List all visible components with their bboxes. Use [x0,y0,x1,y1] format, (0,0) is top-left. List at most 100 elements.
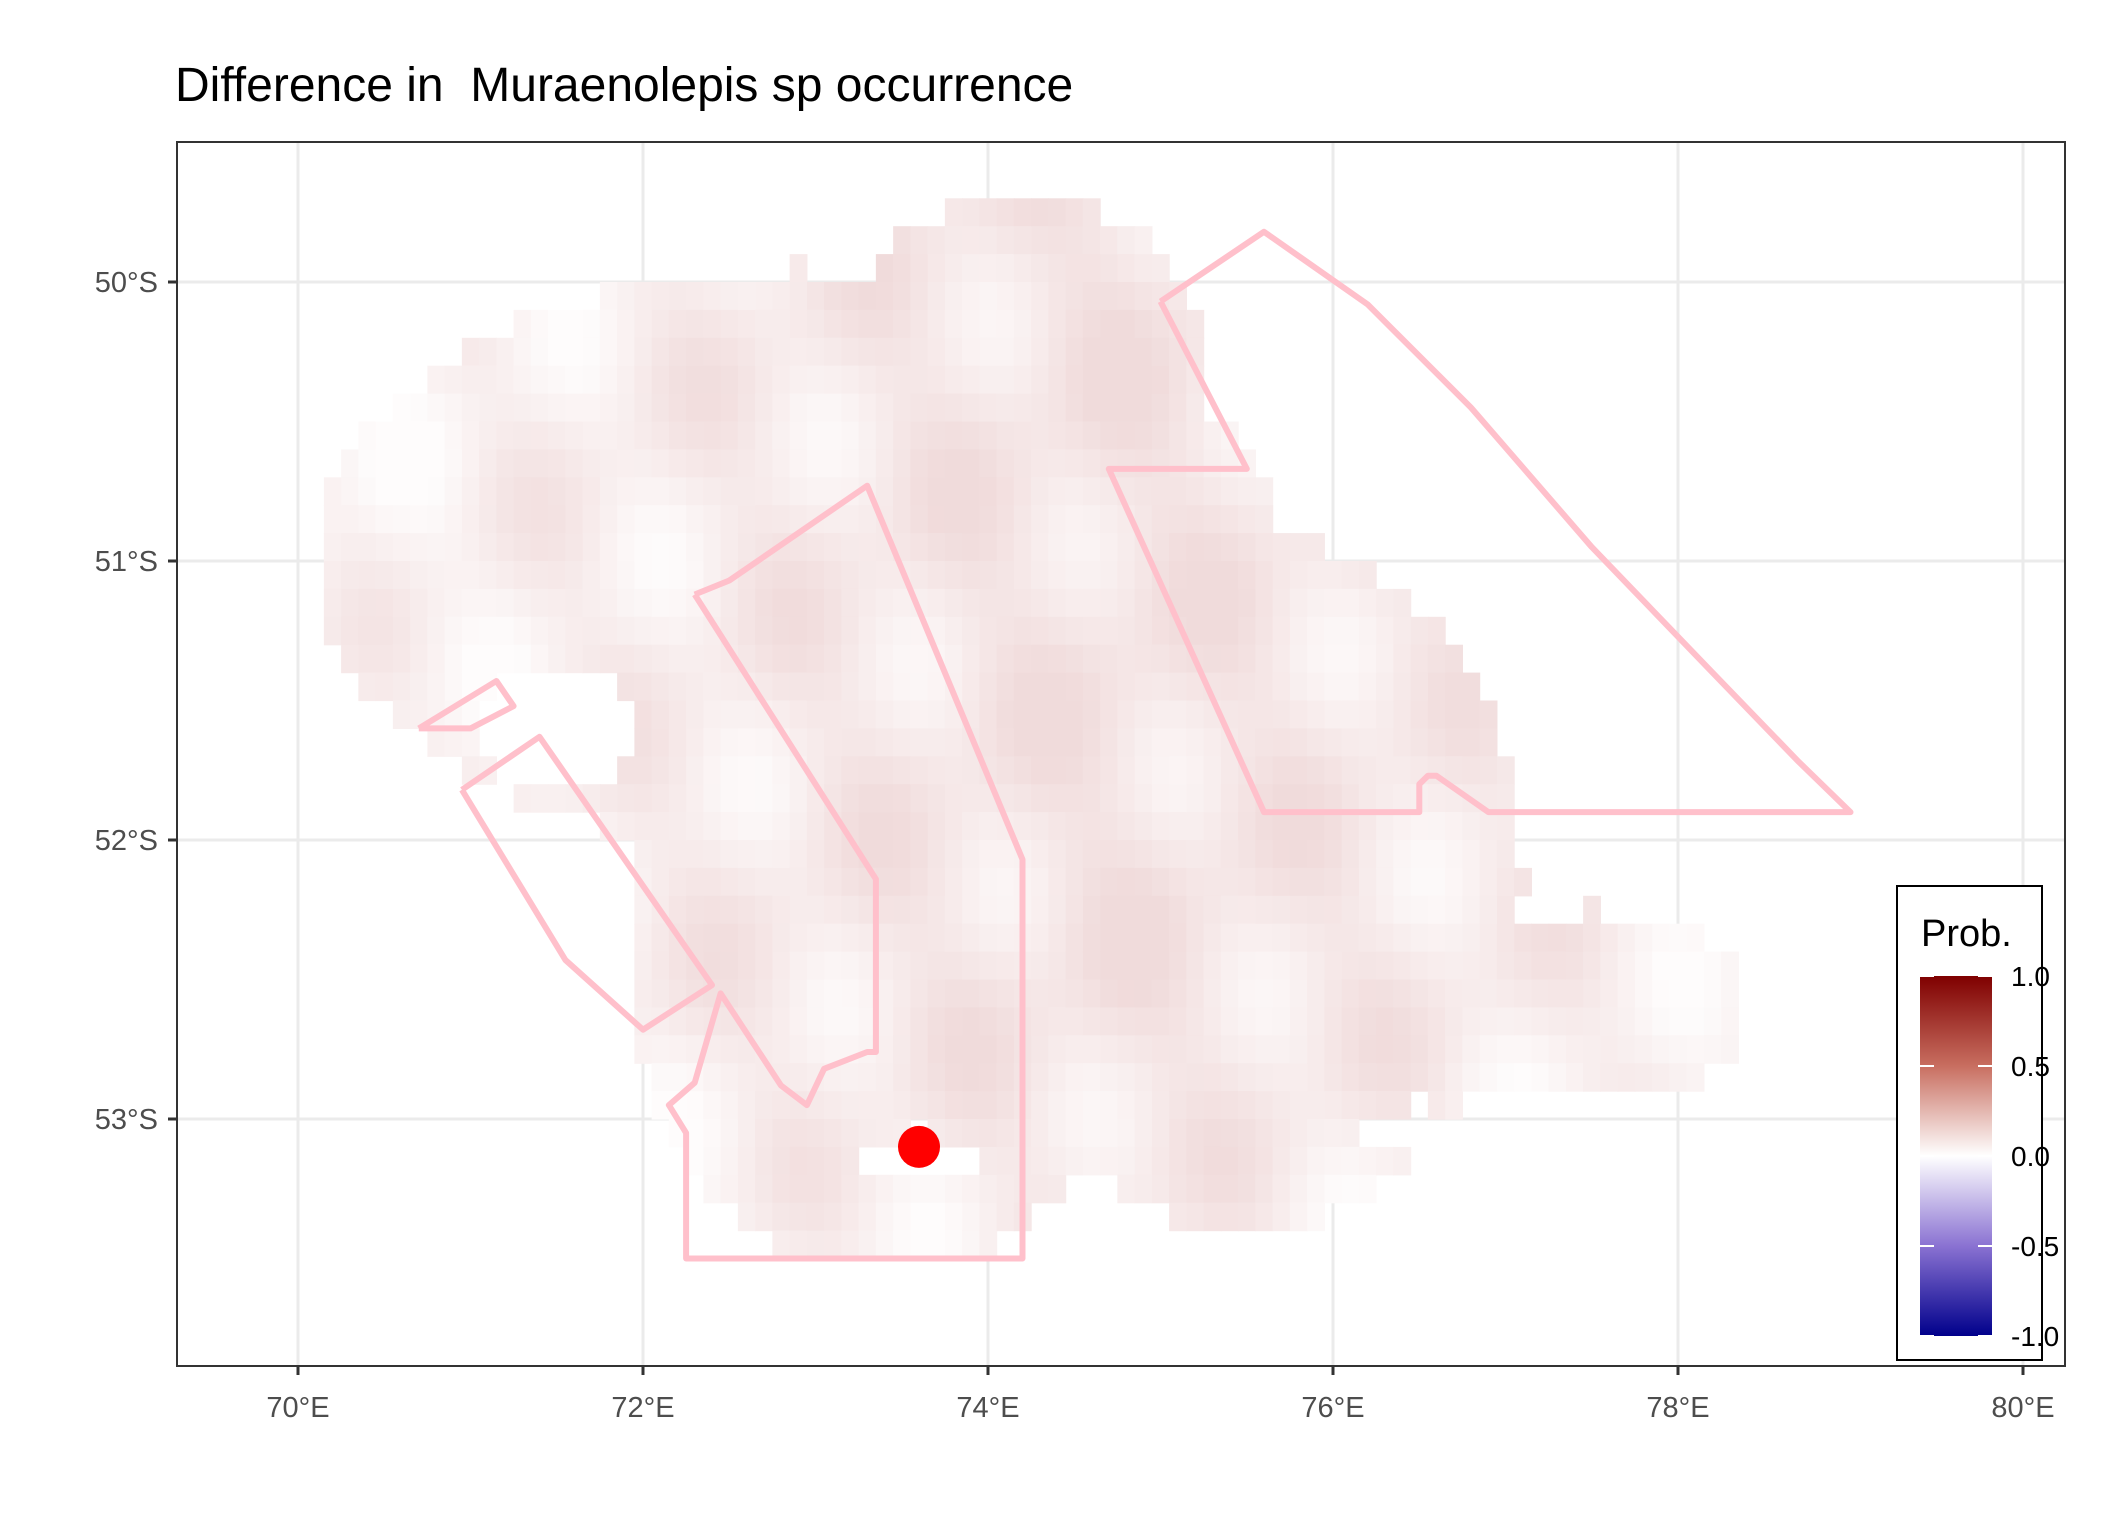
raster-cell [1238,1091,1256,1120]
raster-cell [1134,393,1153,423]
raster-cell [686,895,704,925]
raster-cell [634,700,653,729]
raster-cell [841,1119,860,1148]
raster-cell [1100,505,1118,534]
raster-cell [1186,505,1205,534]
raster-cell [720,365,739,395]
raster-cell [996,700,1015,729]
raster-cell [1376,644,1394,674]
raster-cell [1703,1007,1722,1036]
raster-cell [1479,728,1498,757]
raster-cell [1220,1202,1239,1232]
raster-cell [944,1119,963,1148]
raster-cell [1031,365,1049,395]
raster-cell [1376,1063,1394,1092]
raster-cell [1255,1063,1274,1092]
raster-cell [910,1035,929,1064]
raster-cell [772,561,791,590]
raster-cell [979,198,998,227]
raster-cell [1238,812,1256,841]
raster-cell [1100,421,1118,450]
raster-cell [565,449,584,478]
raster-cell [1324,1174,1343,1204]
raster-cell [927,867,946,897]
raster-cell [461,700,480,729]
raster-cell [755,449,773,478]
raster-cell [1117,672,1136,702]
raster-cell [668,756,687,785]
raster-cell [1272,700,1291,729]
raster-cell [1341,588,1360,618]
raster-cell [1082,561,1101,590]
raster-cell [772,979,791,1008]
raster-cell [927,923,946,953]
raster-cell [1186,840,1205,869]
raster-cell [1220,784,1239,813]
raster-cell [996,756,1015,785]
occurrence-difference-raster [323,198,1739,1260]
raster-cell [427,588,446,618]
raster-cell [962,867,980,897]
raster-cell [893,951,911,981]
raster-cell [824,1007,842,1036]
raster-cell [996,895,1015,925]
raster-cell [1169,421,1187,450]
raster-cell [1445,895,1463,925]
raster-cell [1307,979,1325,1008]
raster-cell [1048,951,1067,981]
raster-cell [1427,728,1446,757]
raster-cell [1082,756,1101,785]
raster-cell [927,421,946,450]
raster-cell [996,365,1015,395]
raster-cell [962,923,980,953]
raster-cell [1307,951,1325,981]
raster-cell [1203,1119,1222,1148]
raster-cell [1031,700,1049,729]
raster-cell [910,421,929,450]
raster-cell [944,226,963,255]
raster-cell [599,533,618,562]
raster-cell [1151,644,1170,674]
raster-cell [1169,923,1187,953]
raster-cell [910,672,929,702]
raster-cell [910,1091,929,1120]
raster-cell [392,477,411,506]
raster-cell [1186,1063,1205,1092]
raster-cell [1065,672,1084,702]
raster-cell [824,1174,842,1204]
raster-cell [513,784,532,813]
raster-cell [375,505,394,534]
raster-cell [1565,1063,1584,1092]
raster-cell [1186,1091,1205,1120]
raster-cell [1013,644,1032,674]
raster-cell [927,812,946,841]
raster-cell [686,1007,704,1036]
raster-cell [634,979,653,1008]
raster-cell [1289,1146,1308,1176]
raster-cell [634,812,653,841]
raster-cell [1238,1119,1256,1148]
raster-cell [1634,923,1653,953]
raster-cell [772,1035,791,1064]
raster-cell [1100,700,1118,729]
raster-cell [927,533,946,562]
raster-cell [461,728,480,757]
raster-cell [910,923,929,953]
raster-cell [910,756,929,785]
raster-cell [1082,393,1101,423]
raster-cell [1686,951,1705,981]
raster-cell [686,505,704,534]
raster-cell [944,282,963,311]
raster-cell [410,672,428,702]
raster-cell [737,700,756,729]
raster-cell [668,365,687,395]
raster-cell [1013,198,1032,227]
raster-cell [1238,672,1256,702]
raster-cell [565,644,584,674]
raster-cell [634,923,653,953]
raster-cell [927,393,946,423]
raster-cell [1065,1146,1084,1176]
y-tick-label: 51°S [95,546,158,578]
raster-cell [1134,728,1153,757]
raster-cell [1082,616,1101,646]
